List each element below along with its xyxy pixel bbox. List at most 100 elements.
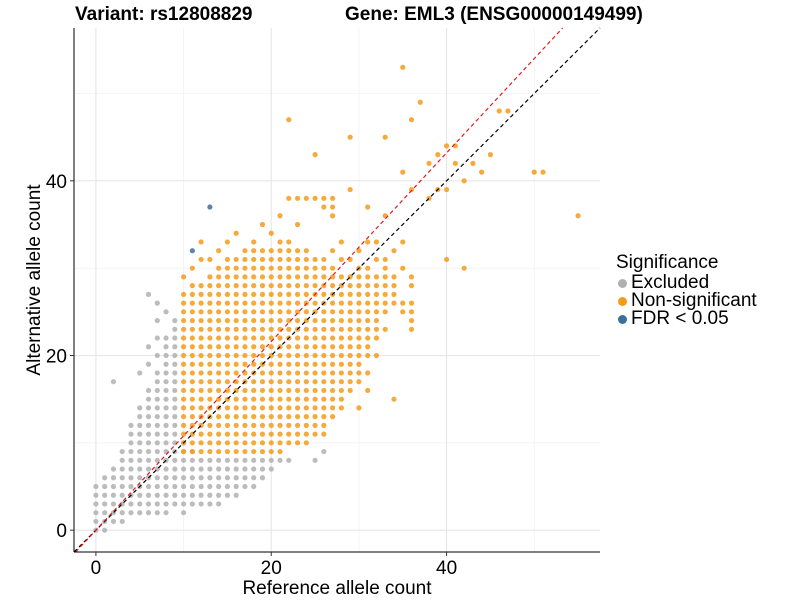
point-excluded	[216, 457, 222, 463]
point-non-significant	[189, 317, 195, 324]
legend-item-excluded: Excluded	[616, 273, 757, 292]
point-excluded	[128, 457, 134, 463]
point-non-significant	[277, 239, 283, 245]
point-non-significant	[224, 440, 231, 446]
point-non-significant	[216, 283, 222, 289]
point-non-significant	[338, 239, 344, 245]
point-non-significant	[286, 326, 292, 332]
point-non-significant	[251, 335, 257, 341]
point-non-significant	[242, 300, 248, 306]
point-non-significant	[373, 256, 380, 263]
point-non-significant	[294, 431, 301, 437]
grid-lines	[74, 28, 600, 552]
point-non-significant	[303, 256, 309, 263]
point-non-significant	[233, 309, 239, 315]
point-excluded	[110, 466, 117, 472]
point-excluded	[137, 475, 143, 481]
point-non-significant	[207, 440, 213, 446]
point-non-significant	[277, 248, 283, 254]
point-non-significant	[338, 344, 344, 350]
point-non-significant	[251, 361, 257, 367]
point-excluded	[145, 291, 152, 297]
point-non-significant	[180, 335, 187, 341]
point-non-significant	[242, 291, 248, 297]
point-excluded	[145, 501, 152, 507]
point-non-significant	[330, 414, 336, 420]
point-non-significant	[294, 195, 301, 201]
point-non-significant	[242, 317, 248, 324]
point-non-significant	[356, 344, 362, 350]
point-non-significant	[294, 256, 301, 263]
point-excluded	[216, 475, 222, 481]
point-excluded	[154, 352, 160, 359]
point-non-significant	[268, 370, 274, 376]
point-excluded	[224, 483, 231, 490]
reference-line-fit	[75, 27, 564, 553]
point-excluded	[93, 492, 99, 498]
point-non-significant	[224, 370, 231, 376]
point-non-significant	[312, 422, 318, 428]
point-non-significant	[233, 283, 239, 289]
point-non-significant	[251, 300, 257, 306]
point-non-significant	[224, 283, 231, 289]
point-non-significant	[259, 265, 266, 271]
point-excluded	[154, 414, 160, 420]
point-excluded	[180, 510, 187, 516]
data-points	[93, 64, 581, 533]
point-excluded	[119, 448, 125, 455]
point-non-significant	[356, 283, 362, 289]
point-non-significant	[198, 335, 204, 341]
point-excluded	[145, 422, 152, 428]
point-non-significant	[443, 256, 450, 263]
point-non-significant	[321, 352, 327, 359]
point-non-significant	[251, 274, 257, 280]
point-non-significant	[365, 387, 371, 394]
point-non-significant	[189, 335, 195, 341]
point-non-significant	[180, 379, 187, 385]
point-non-significant	[312, 361, 318, 367]
point-excluded	[259, 466, 266, 472]
point-excluded	[154, 335, 160, 341]
point-non-significant	[189, 422, 195, 428]
point-non-significant	[286, 256, 292, 263]
point-non-significant	[400, 309, 406, 315]
point-excluded	[137, 492, 143, 498]
point-non-significant	[233, 440, 239, 446]
point-non-significant	[303, 291, 309, 297]
point-non-significant	[443, 186, 450, 193]
point-non-significant	[242, 361, 248, 367]
x-tick-label: 20	[261, 558, 282, 579]
point-excluded	[119, 510, 125, 516]
point-non-significant	[347, 361, 353, 367]
point-non-significant	[303, 352, 309, 359]
point-non-significant	[347, 186, 353, 193]
point-non-significant	[479, 169, 485, 175]
point-excluded	[145, 466, 152, 472]
x-tick-label: 0	[91, 558, 102, 579]
point-excluded	[189, 492, 195, 498]
point-non-significant	[294, 317, 301, 324]
point-non-significant	[207, 448, 213, 455]
point-non-significant	[382, 134, 388, 140]
point-non-significant	[286, 195, 292, 201]
point-excluded	[145, 431, 152, 437]
point-non-significant	[356, 317, 362, 324]
legend-title: Significance	[616, 252, 719, 273]
point-non-significant	[286, 317, 292, 324]
point-excluded	[189, 475, 195, 481]
point-non-significant	[224, 335, 231, 341]
point-non-significant	[180, 448, 187, 455]
point-non-significant	[198, 300, 204, 306]
point-excluded	[163, 370, 169, 376]
point-excluded	[207, 457, 213, 463]
point-non-significant	[277, 352, 283, 359]
point-excluded	[145, 405, 152, 411]
point-excluded	[251, 475, 257, 481]
point-non-significant	[277, 213, 283, 219]
point-non-significant	[312, 352, 318, 359]
point-non-significant	[373, 274, 380, 280]
point-non-significant	[373, 300, 380, 306]
point-non-significant	[312, 396, 318, 402]
point-non-significant	[365, 309, 371, 315]
point-non-significant	[312, 300, 318, 306]
